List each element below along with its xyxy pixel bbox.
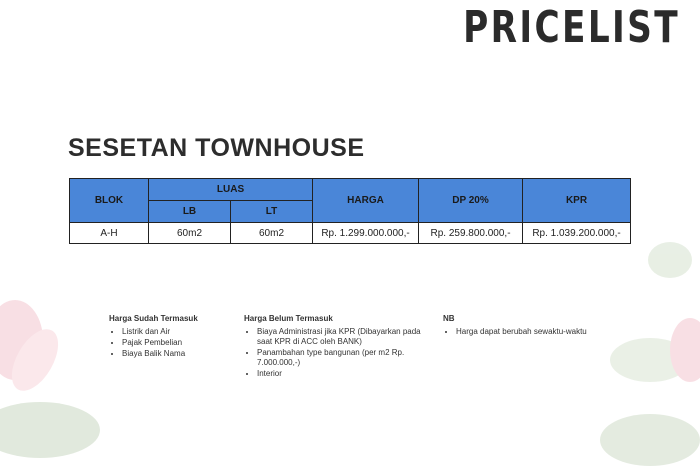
cell: A-H <box>69 222 149 244</box>
header-cell: LUAS <box>147 178 314 201</box>
cell: Rp. 259.800.000,- <box>418 222 524 244</box>
price-table: BLOK LUAS HARGA DP 20% KPR LB LT A-H 60m2… <box>69 178 632 244</box>
notes-item: Biaya Balik Nama <box>122 349 289 359</box>
cell: Rp. 1.039.200.000,- <box>522 222 632 244</box>
header-cell: BLOK <box>69 178 149 223</box>
notes-item: Panambahan type bangunan (per m2 Rp. 7.0… <box>257 348 424 368</box>
notes-item: Biaya Administrasi jika KPR (Dibayarkan … <box>257 327 424 347</box>
cell: 60m2 <box>229 222 314 244</box>
cell: Rp. 1.299.000.000,- <box>312 222 420 244</box>
header-cell: DP 20% <box>418 178 524 223</box>
cell: 60m2 <box>148 222 231 244</box>
notes-item: Listrik dan Air <box>122 327 289 337</box>
table-row: A-H 60m2 60m2 Rp. 1.299.000.000,- Rp. 259.80… <box>69 222 632 244</box>
notes-list: Harga dapat berubah sewaktu-waktu <box>443 327 623 337</box>
subtitle: SESETAN TOWNHOUSE <box>68 134 365 162</box>
subheader-cell: LT <box>229 200 314 223</box>
notes-column: Harga Belum Termasuk Biaya Administrasi j… <box>244 314 424 380</box>
notes-item: Pajak Pembelian <box>122 338 289 348</box>
header-cell: HARGA <box>312 178 420 223</box>
title: PRICELIST <box>463 2 680 53</box>
notes-column: NBHarga dapat berubah sewaktu-waktu <box>443 314 623 338</box>
notes-list: Biaya Administrasi jika KPR (Dibayarkan … <box>244 327 424 379</box>
header-cell: KPR <box>522 178 632 223</box>
notes-item: Harga dapat berubah sewaktu-waktu <box>456 327 623 337</box>
notes-title: NB <box>443 314 455 323</box>
notes-title: Harga Sudah Termasuk <box>109 314 198 323</box>
notes-item: Interior <box>257 369 424 379</box>
notes-title: Harga Belum Termasuk <box>244 314 333 323</box>
subheader-cell: LB <box>148 200 231 223</box>
notes-column: Harga Sudah Termasuk Listrik dan AirPajak… <box>109 314 289 360</box>
notes-list: Listrik dan AirPajak PembelianBiaya Bali… <box>109 327 289 359</box>
